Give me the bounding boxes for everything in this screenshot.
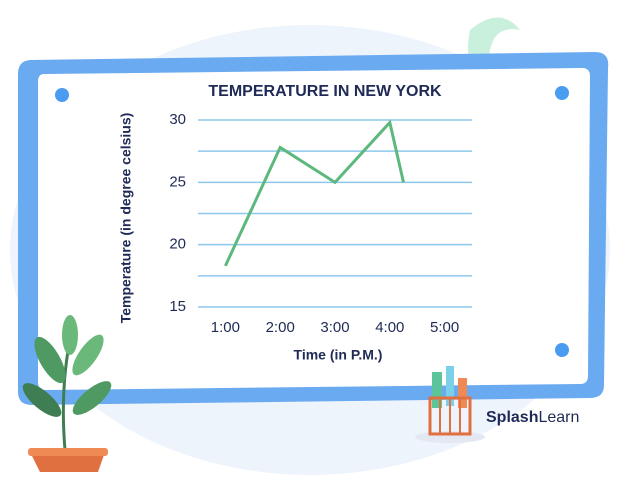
board-pin <box>555 343 569 357</box>
x-tick-label: 3:00 <box>320 319 349 336</box>
board-pin <box>55 88 69 102</box>
chart-title: TEMPERATURE IN NEW YORK <box>208 83 442 100</box>
data-line <box>224 119 405 267</box>
x-tick-label: 1:00 <box>211 319 240 336</box>
board-surface <box>38 68 590 390</box>
y-axis-label: Temperature (in degree celsius) <box>118 113 134 324</box>
y-tick-label: 30 <box>169 111 186 128</box>
x-tick-label: 5:00 <box>430 319 459 336</box>
pencil-cup <box>415 366 485 443</box>
x-axis-label: Time (in P.M.) <box>294 347 383 363</box>
x-tick-label: 2:00 <box>266 319 295 336</box>
y-tick-label: 15 <box>169 298 186 315</box>
brand-logo: SplashLearn <box>486 409 579 426</box>
plant <box>22 315 112 472</box>
brand-regular: Learn <box>538 409 579 426</box>
chart: TEMPERATURE IN NEW YORK Time (in P.M.) T… <box>118 83 472 363</box>
brand-bold: Splash <box>486 409 538 426</box>
board-pin <box>555 86 569 100</box>
y-tick-label: 20 <box>169 236 186 253</box>
y-tick-label: 25 <box>169 173 186 190</box>
x-tick-label: 4:00 <box>375 319 404 336</box>
